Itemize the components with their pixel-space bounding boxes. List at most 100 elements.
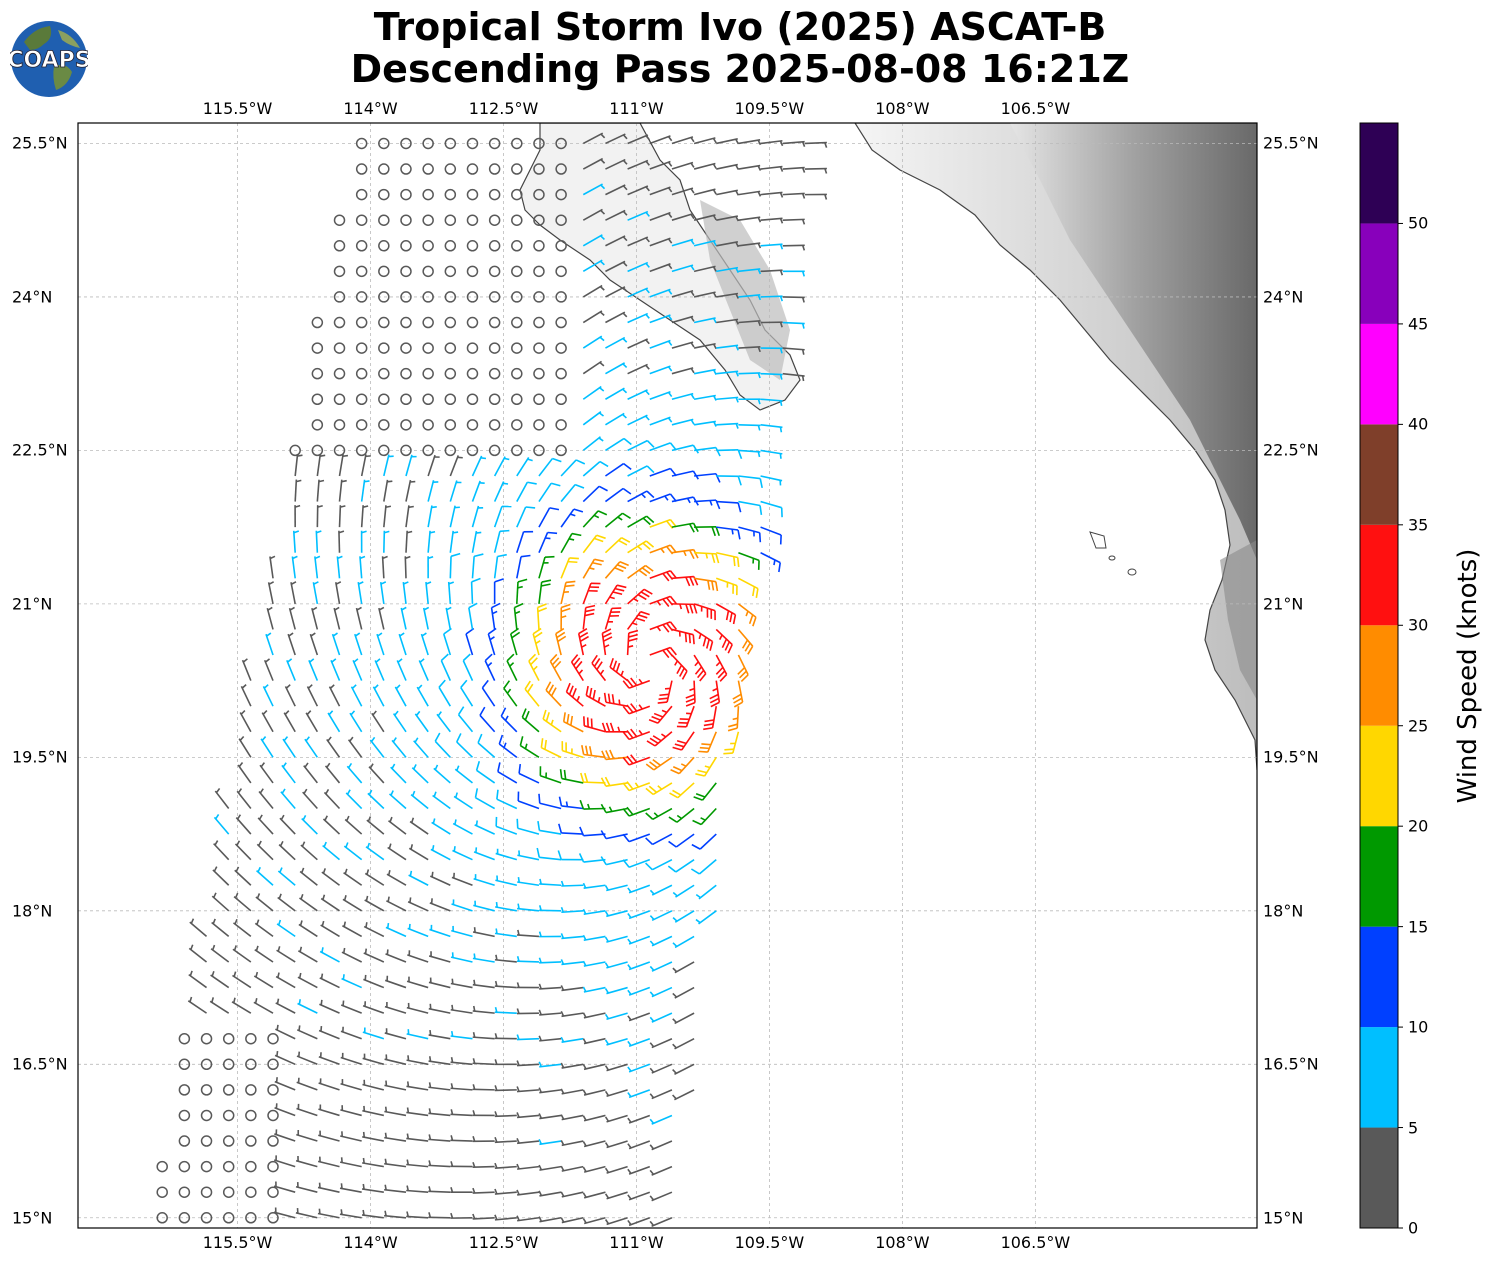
calm-marker — [200, 1084, 213, 1096]
wind-barb — [378, 606, 385, 630]
wind-barb — [362, 1001, 385, 1014]
barb-half-feather — [313, 581, 319, 585]
barb-feather — [591, 654, 598, 664]
barb-half-feather — [538, 983, 542, 990]
wind-barb — [406, 1029, 429, 1040]
barb-feather — [651, 715, 661, 721]
wind-barb — [685, 680, 696, 707]
barb-staff — [517, 881, 540, 887]
wind-barb — [391, 737, 407, 758]
wind-barb — [738, 526, 762, 543]
barb-staff — [318, 1082, 340, 1091]
barb-staff — [472, 1191, 495, 1194]
wind-barb — [278, 840, 296, 861]
barb-staff — [301, 818, 318, 835]
calm-marker — [444, 163, 457, 175]
barb-half-feather — [384, 530, 390, 534]
barb-feather — [553, 660, 562, 669]
barb-half-feather — [667, 340, 673, 346]
barb-half-feather — [604, 1167, 610, 1174]
barb-feather — [491, 602, 501, 609]
wind-barb — [579, 826, 606, 837]
wind-barb — [760, 217, 784, 224]
barb-half-feather — [214, 840, 219, 846]
wind-barb — [384, 1210, 407, 1219]
barb-staff — [583, 1140, 606, 1148]
barb-staff — [583, 1114, 606, 1122]
wind-barb — [294, 454, 303, 477]
barb-staff — [232, 948, 252, 963]
wind-barb — [231, 997, 252, 1014]
wind-barb — [428, 1082, 451, 1091]
barb-feather — [646, 440, 655, 448]
barb-staff — [311, 607, 319, 630]
wind-barb — [649, 135, 673, 145]
barb-staff — [468, 607, 474, 630]
barb-half-feather — [261, 736, 267, 742]
barb-half-feather — [609, 596, 615, 600]
colorbar-tick-label: 10 — [1408, 1017, 1429, 1037]
barb-staff — [516, 1140, 540, 1145]
barb-staff — [628, 1114, 651, 1124]
calm-marker — [488, 367, 501, 380]
barb-staff — [343, 872, 363, 886]
barb-feather — [685, 603, 690, 614]
wind-barb — [450, 1030, 473, 1040]
wind-barb — [760, 295, 783, 302]
barb-half-feather — [276, 1050, 279, 1057]
colorbar-tick-label: 15 — [1408, 917, 1429, 937]
barb-staff — [340, 1109, 362, 1117]
wind-barb — [555, 627, 567, 656]
barb-half-feather — [494, 1188, 498, 1195]
wind-barb — [649, 570, 677, 582]
calm-marker — [245, 1186, 257, 1198]
barb-feather — [685, 697, 696, 703]
barb-staff — [628, 1037, 651, 1048]
barb-staff — [693, 368, 716, 375]
wind-barb — [473, 874, 495, 887]
wind-barb — [362, 1027, 385, 1040]
barb-feather — [511, 631, 521, 639]
barb-half-feather — [300, 867, 305, 874]
barb-staff — [450, 1113, 473, 1117]
barb-feather — [524, 680, 531, 690]
barb-half-feather — [384, 1132, 388, 1139]
wind-barb — [493, 578, 504, 604]
barb-feather — [551, 657, 560, 666]
calm-marker — [355, 316, 368, 329]
wind-barb — [406, 1002, 429, 1014]
barb-staff — [494, 1191, 517, 1195]
barb-staff — [605, 260, 626, 273]
barb-half-feather — [303, 788, 308, 795]
barb-staff — [738, 138, 761, 145]
barb-staff — [490, 607, 496, 630]
barb-half-feather — [538, 1087, 543, 1093]
barb-staff — [330, 660, 341, 681]
barb-half-feather — [450, 1057, 454, 1063]
barb-half-feather — [560, 1010, 565, 1017]
lat-tick-right: 24°N — [1263, 287, 1304, 307]
barb-half-feather — [779, 166, 784, 172]
barb-half-feather — [538, 931, 542, 937]
barb-staff — [582, 360, 602, 375]
barb-feather — [440, 653, 449, 662]
calm-marker — [488, 214, 501, 226]
barb-staff — [256, 843, 274, 861]
lon-tick-top: 109.5°W — [734, 99, 805, 118]
wind-barb — [428, 977, 451, 989]
barb-staff — [428, 1112, 451, 1117]
barb-staff — [384, 1188, 407, 1193]
wind-barb — [671, 418, 695, 426]
wind-barb — [605, 209, 628, 221]
wind-barb — [627, 1217, 651, 1227]
barb-half-feather — [234, 892, 239, 899]
barb-staff — [378, 607, 385, 630]
barb-staff — [450, 956, 473, 963]
barb-staff — [649, 237, 671, 247]
barb-staff — [460, 687, 474, 707]
barb-half-feather — [241, 684, 247, 689]
barb-half-feather — [328, 710, 334, 716]
barb-feather — [659, 693, 669, 697]
barb-staff — [449, 455, 460, 477]
barb-half-feather — [378, 606, 385, 611]
